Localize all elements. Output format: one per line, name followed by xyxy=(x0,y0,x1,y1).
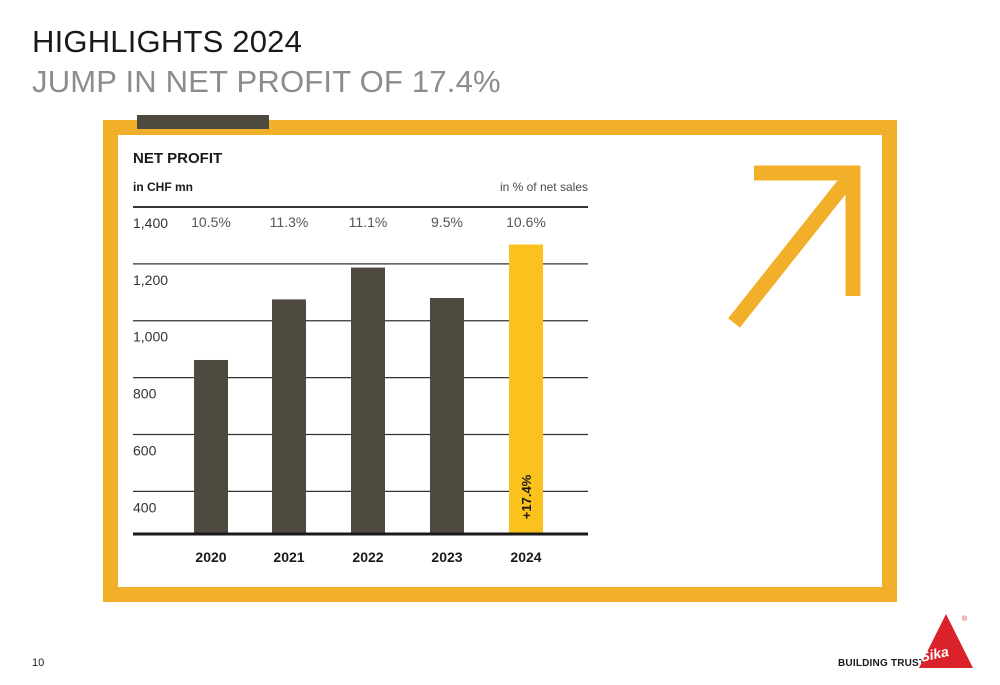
up-right-arrow-icon xyxy=(728,165,861,328)
bar-2022 xyxy=(351,267,385,534)
bar-2021 xyxy=(272,299,306,534)
growth-label: +17.4% xyxy=(519,474,534,519)
percent-of-sales-label: 11.1% xyxy=(349,214,388,230)
x-tick-label: 2021 xyxy=(273,549,304,565)
y-tick-label: 400 xyxy=(133,499,157,515)
frame-tab xyxy=(137,115,269,129)
y-tick-label: 1,200 xyxy=(133,272,168,288)
slide-subtitle: JUMP IN NET PROFIT OF 17.4% xyxy=(32,64,501,99)
chart-frame xyxy=(103,120,897,602)
page-number: 10 xyxy=(32,657,45,669)
sika-logo-icon xyxy=(919,614,973,668)
x-tick-label: 2022 xyxy=(352,549,383,565)
x-tick-label: 2024 xyxy=(510,549,541,565)
slide-title: HIGHLIGHTS 2024 xyxy=(32,24,303,59)
percent-of-sales-label: 9.5% xyxy=(431,214,463,230)
chart-title: NET PROFIT xyxy=(133,150,223,167)
y-tick-label: 600 xyxy=(133,442,157,458)
percent-of-sales-label: 10.5% xyxy=(191,214,231,230)
percent-header: in % of net sales xyxy=(499,180,588,194)
bar-2023 xyxy=(430,297,464,534)
logo-registered-mark: ® xyxy=(962,616,968,623)
x-tick-label: 2023 xyxy=(431,549,462,565)
chart-unit-label: in CHF mn xyxy=(133,180,193,194)
percent-of-sales-label: 10.6% xyxy=(506,214,546,230)
y-tick-label: 1,400 xyxy=(133,215,168,231)
bar-2020 xyxy=(194,359,228,534)
y-tick-label: 1,000 xyxy=(133,329,168,345)
percent-of-sales-label: 11.3% xyxy=(270,214,309,230)
x-tick-label: 2020 xyxy=(195,549,226,565)
bar-2024 xyxy=(509,244,543,534)
brand-tagline: BUILDING TRUST xyxy=(838,658,926,669)
y-tick-label: 800 xyxy=(133,386,157,402)
